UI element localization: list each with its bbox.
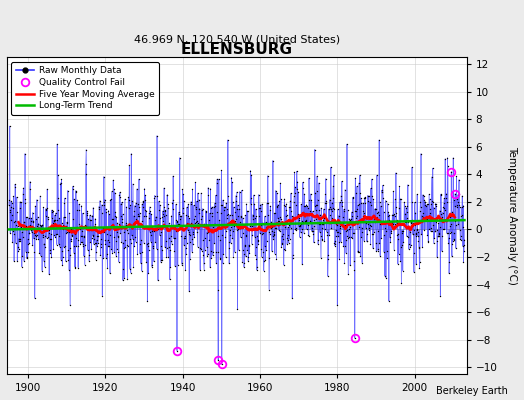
Legend: Raw Monthly Data, Quality Control Fail, Five Year Moving Average, Long-Term Tren: Raw Monthly Data, Quality Control Fail, … <box>12 62 159 115</box>
Text: Berkeley Earth: Berkeley Earth <box>436 386 508 396</box>
Y-axis label: Temperature Anomaly (°C): Temperature Anomaly (°C) <box>507 146 517 285</box>
Title: ELLENSBURG: ELLENSBURG <box>181 42 293 57</box>
Text: 46.969 N, 120.540 W (United States): 46.969 N, 120.540 W (United States) <box>134 34 340 44</box>
